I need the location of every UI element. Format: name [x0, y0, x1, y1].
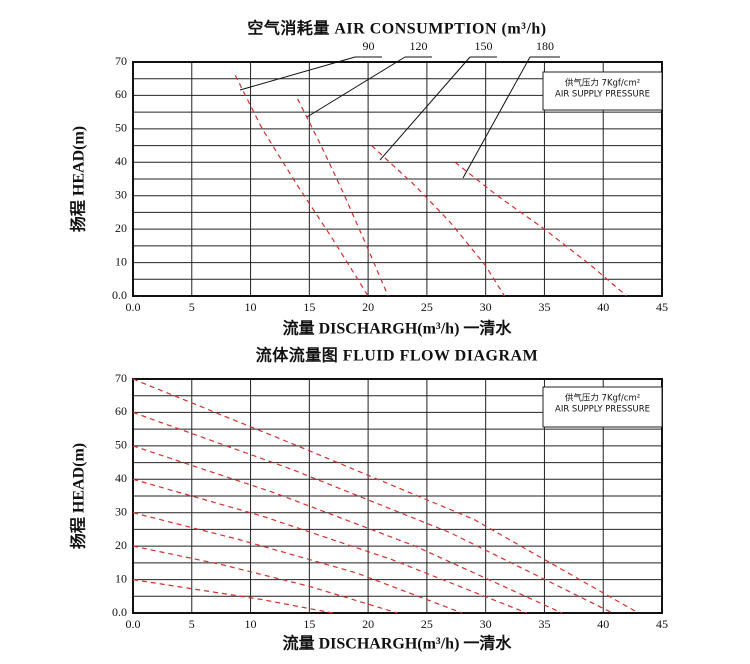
annotation: 供气压力 7Kgf/cm² [565, 393, 640, 404]
annotation: AIR SUPPLY PRESSURE [555, 90, 650, 100]
y-tick-label: 40 [115, 471, 127, 485]
chart-title: 流体流量图 FLUID FLOW DIAGRAM [256, 346, 538, 365]
y-tick-label: 20 [115, 538, 127, 552]
leader-line [239, 56, 356, 91]
x-tick-label: 10 [245, 617, 257, 631]
curve [132, 411, 613, 614]
y-tick-label: 50 [115, 438, 127, 452]
x-tick-label: 30 [480, 617, 492, 631]
x-tick-label: 5 [189, 617, 195, 631]
x-tick-label: 25 [421, 300, 433, 314]
x-tick-label: 10 [245, 300, 257, 314]
y-tick-label: 20 [115, 221, 127, 235]
x-tick-label: 30 [480, 300, 492, 314]
x-tick-label: 5 [189, 300, 195, 314]
x-tick-label: 20 [362, 617, 374, 631]
y-tick-label: 60 [115, 404, 127, 418]
y-tick-label: 50 [115, 121, 127, 135]
y-tick-label: 0.0 [112, 605, 127, 619]
curve [371, 145, 506, 297]
x-tick-label: 15 [303, 617, 315, 631]
annotation: AIR SUPPLY PRESSURE [555, 405, 650, 415]
y-tick-label: 70 [115, 371, 127, 385]
curve-label: 150 [475, 39, 493, 53]
x-tick-label: 15 [303, 300, 315, 314]
y-tick-label: 70 [115, 54, 127, 68]
x-tick-label: 0.0 [126, 617, 141, 631]
y-axis-label: 扬程 HEAD(m) [69, 443, 88, 549]
curve-label: 180 [536, 39, 554, 53]
y-tick-label: 40 [115, 154, 127, 168]
curve [132, 445, 563, 614]
x-tick-label: 40 [597, 617, 609, 631]
annotation-box [542, 71, 663, 111]
curve-label: 120 [410, 39, 428, 53]
x-axis-label: 流量 DISCHARGH(m³/h) 一清水 [283, 634, 513, 653]
curve [132, 512, 463, 614]
curve [234, 75, 369, 297]
chart-title: 空气消耗量 AIR CONSUMPTION (m³/h) [247, 19, 546, 38]
x-tick-label: 45 [656, 300, 668, 314]
curve [132, 545, 398, 614]
y-tick-label: 10 [115, 571, 127, 585]
x-tick-label: 35 [538, 300, 550, 314]
y-tick-label: 0.0 [112, 288, 127, 302]
leader-line [379, 56, 471, 161]
y-tick-label: 60 [115, 87, 127, 101]
x-tick-label: 45 [656, 617, 668, 631]
curve [454, 161, 628, 297]
x-tick-label: 40 [597, 300, 609, 314]
x-tick-label: 25 [421, 617, 433, 631]
curve [132, 478, 528, 614]
annotation-box [542, 386, 663, 428]
curve [297, 98, 389, 297]
annotation: 供气压力 7Kgf/cm² [565, 78, 640, 89]
x-tick-label: 20 [362, 300, 374, 314]
x-axis-label: 流量 DISCHARGH(m³/h) 一清水 [283, 319, 513, 338]
curve-label: 90 [363, 39, 375, 53]
leader-line [462, 56, 531, 179]
y-tick-label: 30 [115, 504, 127, 518]
x-tick-label: 35 [538, 617, 550, 631]
curve [132, 378, 639, 614]
leader-line [306, 56, 406, 118]
curve [132, 579, 333, 614]
y-axis-label: 扬程 HEAD(m) [69, 126, 88, 232]
y-tick-label: 30 [115, 187, 127, 201]
y-tick-label: 10 [115, 254, 127, 268]
x-tick-label: 0.0 [126, 300, 141, 314]
